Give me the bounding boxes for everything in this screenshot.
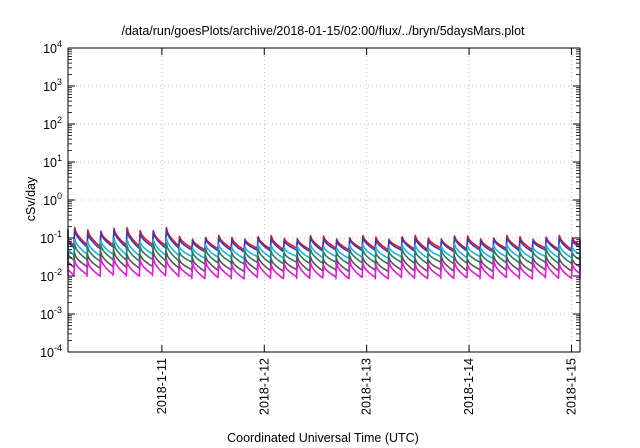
y-tick-label-exponent: 1 <box>57 153 62 163</box>
y-tick-label-exponent: -2 <box>54 267 62 277</box>
series-line-3 <box>67 237 581 260</box>
y-tick-label-base: 10 <box>40 346 54 360</box>
series-line-2 <box>67 228 581 253</box>
x-tick-label: 2018-1-15 <box>564 358 578 415</box>
x-tick-label: 2018-1-11 <box>155 358 169 414</box>
y-tick-label-exponent: -3 <box>54 305 62 315</box>
series-layer <box>67 226 581 280</box>
y-tick-label: 10-4 <box>40 343 62 360</box>
x-axis-label: Coordinated Universal Time (UTC) <box>227 431 419 445</box>
y-tick-label-base: 10 <box>43 156 57 170</box>
series-line-5 <box>67 250 581 273</box>
y-tick-label-base: 10 <box>43 194 57 208</box>
y-tick-label-base: 10 <box>40 232 54 246</box>
y-tick-label-exponent: 4 <box>57 39 62 49</box>
ticks <box>68 47 580 353</box>
y-tick-label-exponent: 3 <box>57 77 62 87</box>
series-line-1 <box>67 226 581 251</box>
y-tick-label-base: 10 <box>43 42 57 56</box>
y-tick-label-base: 10 <box>43 118 57 132</box>
x-tick-label: 2018-1-13 <box>360 358 374 415</box>
series-line-6 <box>67 257 581 280</box>
y-tick-label-exponent: -1 <box>54 229 62 239</box>
y-tick-label: 100 <box>43 191 62 208</box>
y-tick-label-base: 10 <box>40 270 54 284</box>
chart-title: /data/run/goesPlots/archive/2018-01-15/0… <box>121 24 525 38</box>
y-tick-label: 104 <box>43 39 62 56</box>
y-tick-label: 101 <box>43 153 62 170</box>
x-tick-label: 2018-1-14 <box>462 358 476 415</box>
y-tick-label-base: 10 <box>43 80 57 94</box>
y-tick-label: 102 <box>43 115 62 132</box>
y-tick-label: 10-1 <box>40 229 62 246</box>
y-axis-label: cSv/day <box>24 176 38 221</box>
grid <box>68 48 580 352</box>
x-tick-labels: 2018-1-11 2018-1-12 2018-1-13 2018-1-14 2018… <box>155 358 579 415</box>
y-tick-label: 103 <box>43 77 62 94</box>
y-tick-label: 10-3 <box>40 305 62 322</box>
y-tick-label: 10-2 <box>40 267 62 284</box>
y-tick-label-exponent: -4 <box>54 343 62 353</box>
y-tick-label-exponent: 0 <box>57 191 62 201</box>
y-tick-label-exponent: 2 <box>57 115 62 125</box>
y-tick-label-base: 10 <box>40 308 54 322</box>
series-line-4 <box>67 242 581 265</box>
x-tick-label: 2018-1-12 <box>257 358 271 415</box>
